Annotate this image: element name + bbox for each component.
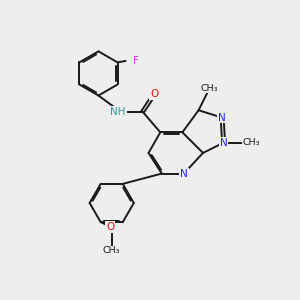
Text: CH₃: CH₃	[103, 247, 121, 256]
Text: F: F	[133, 56, 139, 66]
Text: N: N	[220, 138, 227, 148]
Text: O: O	[106, 222, 114, 232]
Text: O: O	[150, 89, 158, 99]
Text: N: N	[218, 112, 226, 123]
Text: CH₃: CH₃	[243, 138, 260, 147]
Text: CH₃: CH₃	[200, 84, 218, 93]
Text: N: N	[180, 169, 188, 178]
Text: NH: NH	[110, 107, 126, 117]
